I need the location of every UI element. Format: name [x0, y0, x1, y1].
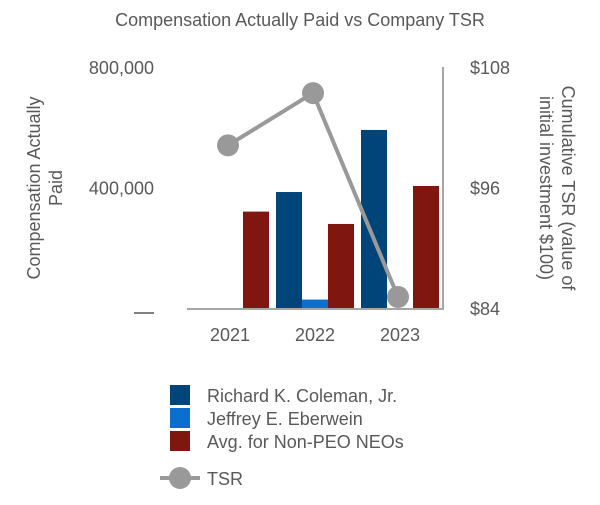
legend-swatch	[170, 431, 190, 451]
tsr-point	[217, 134, 239, 157]
y-axis-label: Compensation Actually Paid	[24, 96, 66, 279]
bar	[302, 299, 328, 308]
tsr-point	[302, 82, 324, 105]
y-axis-label-line1: Compensation Actually	[24, 96, 44, 279]
legend-label: Richard K. Coleman, Jr.	[207, 386, 397, 406]
y2-tick-label: $96	[470, 179, 500, 199]
tsr-point	[387, 285, 409, 308]
bar	[328, 223, 354, 308]
legend-marker	[169, 467, 191, 489]
y-tick-label: 800,000	[89, 58, 154, 78]
legend-label: TSR	[207, 469, 243, 489]
y-axis-label-line2: Paid	[46, 170, 66, 206]
chart-title: Compensation Actually Paid vs Company TS…	[115, 10, 485, 30]
x-tick-label: 2021	[210, 325, 250, 345]
bar	[413, 185, 439, 308]
legend-item: TSR	[160, 467, 243, 489]
y2-tick-label: $84	[470, 299, 500, 319]
legend-swatch	[170, 408, 190, 428]
legend-item: Richard K. Coleman, Jr.	[170, 385, 397, 406]
bar	[243, 211, 269, 308]
legend-swatch	[170, 385, 190, 405]
y2-axis-label-line1: Cumulative TSR (value of	[558, 86, 578, 292]
legend-label: Avg. for Non-PEO NEOs	[207, 432, 404, 452]
y2-tick-label: $108	[470, 58, 510, 78]
y2-axis-label-line2: initial investment $100)	[536, 96, 556, 280]
x-tick-label: 2022	[295, 325, 335, 345]
legend-item: Jeffrey E. Eberwein	[170, 408, 363, 429]
legend-item: Avg. for Non-PEO NEOs	[170, 431, 404, 452]
bar	[276, 192, 302, 308]
y-tick-label: 400,000	[89, 179, 154, 199]
legend-label: Jeffrey E. Eberwein	[207, 409, 363, 429]
x-tick-label: 2023	[380, 325, 420, 345]
